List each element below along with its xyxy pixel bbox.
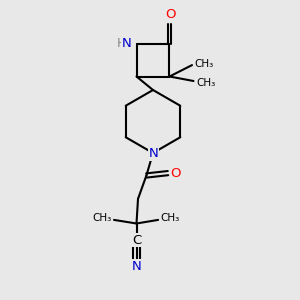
Text: CH₃: CH₃ <box>196 77 215 88</box>
Text: N: N <box>132 260 141 273</box>
Text: O: O <box>170 167 181 180</box>
Text: N: N <box>149 147 158 160</box>
Text: C: C <box>132 233 141 247</box>
Text: N: N <box>121 37 131 50</box>
Text: CH₃: CH₃ <box>92 213 112 224</box>
Text: H: H <box>117 37 126 50</box>
Text: O: O <box>166 8 176 21</box>
Text: CH₃: CH₃ <box>194 58 214 69</box>
Text: CH₃: CH₃ <box>160 213 180 224</box>
